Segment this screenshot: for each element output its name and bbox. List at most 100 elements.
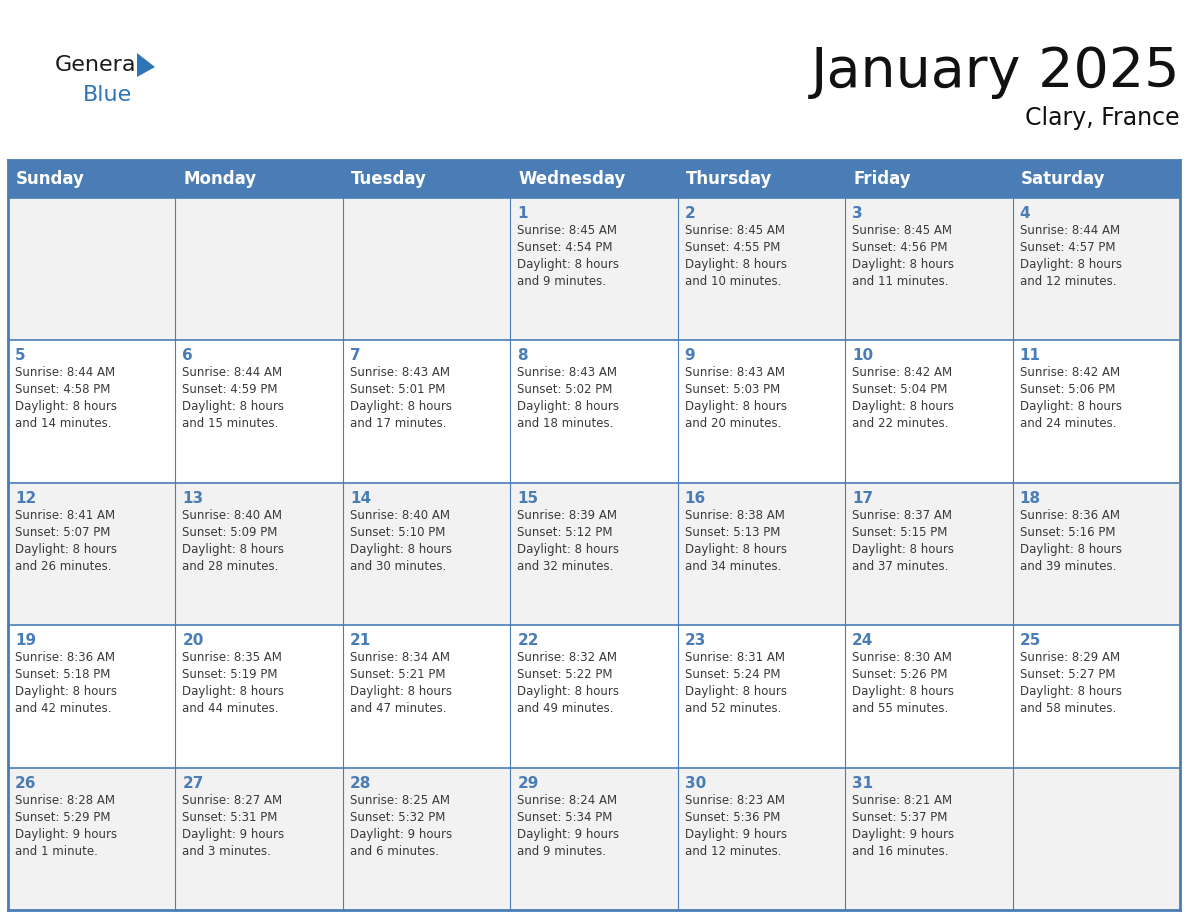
Text: 14: 14 bbox=[349, 491, 371, 506]
Text: Daylight: 8 hours: Daylight: 8 hours bbox=[517, 400, 619, 413]
Text: Sunset: 5:22 PM: Sunset: 5:22 PM bbox=[517, 668, 613, 681]
Text: and 10 minutes.: and 10 minutes. bbox=[684, 275, 781, 288]
Text: Daylight: 9 hours: Daylight: 9 hours bbox=[15, 828, 118, 841]
Text: Sunset: 5:01 PM: Sunset: 5:01 PM bbox=[349, 384, 446, 397]
Text: Sunrise: 8:37 AM: Sunrise: 8:37 AM bbox=[852, 509, 952, 521]
Text: and 16 minutes.: and 16 minutes. bbox=[852, 845, 949, 857]
Bar bbox=[176, 198, 343, 341]
Text: 21: 21 bbox=[349, 633, 371, 648]
Text: Sunset: 5:24 PM: Sunset: 5:24 PM bbox=[684, 668, 781, 681]
Text: Sunset: 5:09 PM: Sunset: 5:09 PM bbox=[183, 526, 278, 539]
Text: and 39 minutes.: and 39 minutes. bbox=[1019, 560, 1116, 573]
Text: Sunset: 5:31 PM: Sunset: 5:31 PM bbox=[183, 811, 278, 823]
Text: Monday: Monday bbox=[183, 170, 257, 188]
Text: General: General bbox=[55, 55, 143, 75]
Text: 17: 17 bbox=[852, 491, 873, 506]
Text: Sunrise: 8:38 AM: Sunrise: 8:38 AM bbox=[684, 509, 784, 521]
Text: Daylight: 8 hours: Daylight: 8 hours bbox=[1019, 543, 1121, 555]
Text: 26: 26 bbox=[15, 776, 37, 790]
Text: 6: 6 bbox=[183, 349, 194, 364]
Text: Sunrise: 8:29 AM: Sunrise: 8:29 AM bbox=[1019, 651, 1120, 665]
Text: Tuesday: Tuesday bbox=[350, 170, 426, 188]
Text: Sunrise: 8:41 AM: Sunrise: 8:41 AM bbox=[15, 509, 115, 521]
Bar bbox=[343, 341, 511, 483]
Text: 7: 7 bbox=[349, 349, 360, 364]
Text: and 9 minutes.: and 9 minutes. bbox=[517, 275, 606, 288]
Bar bbox=[176, 160, 343, 198]
Text: and 9 minutes.: and 9 minutes. bbox=[517, 845, 606, 857]
Text: and 11 minutes.: and 11 minutes. bbox=[852, 275, 949, 288]
Bar bbox=[8, 483, 176, 625]
Text: Sunset: 5:10 PM: Sunset: 5:10 PM bbox=[349, 526, 446, 539]
Bar bbox=[343, 198, 511, 341]
Text: Daylight: 8 hours: Daylight: 8 hours bbox=[1019, 400, 1121, 413]
Bar bbox=[343, 767, 511, 910]
Text: Sunset: 5:32 PM: Sunset: 5:32 PM bbox=[349, 811, 446, 823]
Text: Daylight: 8 hours: Daylight: 8 hours bbox=[349, 685, 451, 699]
Bar bbox=[511, 625, 677, 767]
Text: Daylight: 9 hours: Daylight: 9 hours bbox=[349, 828, 451, 841]
Text: Daylight: 8 hours: Daylight: 8 hours bbox=[517, 543, 619, 555]
Text: Daylight: 8 hours: Daylight: 8 hours bbox=[852, 543, 954, 555]
Text: Daylight: 8 hours: Daylight: 8 hours bbox=[517, 685, 619, 699]
Bar bbox=[845, 767, 1012, 910]
Bar bbox=[677, 625, 845, 767]
Bar bbox=[677, 767, 845, 910]
Bar bbox=[1012, 198, 1180, 341]
Text: Daylight: 8 hours: Daylight: 8 hours bbox=[852, 400, 954, 413]
Text: Sunset: 5:26 PM: Sunset: 5:26 PM bbox=[852, 668, 948, 681]
Text: and 44 minutes.: and 44 minutes. bbox=[183, 702, 279, 715]
Text: Daylight: 9 hours: Daylight: 9 hours bbox=[684, 828, 786, 841]
Text: Sunrise: 8:23 AM: Sunrise: 8:23 AM bbox=[684, 793, 785, 807]
Text: Sunrise: 8:44 AM: Sunrise: 8:44 AM bbox=[1019, 224, 1120, 237]
Text: Sunrise: 8:27 AM: Sunrise: 8:27 AM bbox=[183, 793, 283, 807]
Text: 29: 29 bbox=[517, 776, 538, 790]
Text: Friday: Friday bbox=[853, 170, 911, 188]
Text: Daylight: 8 hours: Daylight: 8 hours bbox=[1019, 685, 1121, 699]
Text: Sunset: 5:36 PM: Sunset: 5:36 PM bbox=[684, 811, 781, 823]
Text: Daylight: 8 hours: Daylight: 8 hours bbox=[1019, 258, 1121, 271]
Text: Sunrise: 8:40 AM: Sunrise: 8:40 AM bbox=[183, 509, 283, 521]
Text: Sunrise: 8:42 AM: Sunrise: 8:42 AM bbox=[1019, 366, 1120, 379]
Text: 3: 3 bbox=[852, 206, 862, 221]
Bar bbox=[677, 198, 845, 341]
Text: 11: 11 bbox=[1019, 349, 1041, 364]
Text: and 14 minutes.: and 14 minutes. bbox=[15, 418, 112, 431]
Bar bbox=[845, 483, 1012, 625]
Text: 9: 9 bbox=[684, 349, 695, 364]
Text: Sunset: 4:55 PM: Sunset: 4:55 PM bbox=[684, 241, 781, 254]
Text: Daylight: 8 hours: Daylight: 8 hours bbox=[15, 400, 116, 413]
Bar bbox=[1012, 625, 1180, 767]
Text: Sunset: 5:04 PM: Sunset: 5:04 PM bbox=[852, 384, 948, 397]
Bar bbox=[8, 160, 176, 198]
Text: Sunset: 5:02 PM: Sunset: 5:02 PM bbox=[517, 384, 613, 397]
Text: and 55 minutes.: and 55 minutes. bbox=[852, 702, 948, 715]
Text: Sunset: 5:21 PM: Sunset: 5:21 PM bbox=[349, 668, 446, 681]
Text: 10: 10 bbox=[852, 349, 873, 364]
Text: Sunday: Sunday bbox=[15, 170, 84, 188]
Bar bbox=[176, 625, 343, 767]
Text: Sunrise: 8:35 AM: Sunrise: 8:35 AM bbox=[183, 651, 283, 665]
Text: Sunset: 4:59 PM: Sunset: 4:59 PM bbox=[183, 384, 278, 397]
Text: and 12 minutes.: and 12 minutes. bbox=[1019, 275, 1116, 288]
Text: Daylight: 8 hours: Daylight: 8 hours bbox=[349, 543, 451, 555]
Text: Sunset: 4:58 PM: Sunset: 4:58 PM bbox=[15, 384, 110, 397]
Text: 4: 4 bbox=[1019, 206, 1030, 221]
Text: Wednesday: Wednesday bbox=[518, 170, 626, 188]
Text: Daylight: 8 hours: Daylight: 8 hours bbox=[183, 543, 284, 555]
Text: Sunset: 5:29 PM: Sunset: 5:29 PM bbox=[15, 811, 110, 823]
Text: 19: 19 bbox=[15, 633, 36, 648]
Text: Sunset: 5:13 PM: Sunset: 5:13 PM bbox=[684, 526, 781, 539]
Text: and 49 minutes.: and 49 minutes. bbox=[517, 702, 614, 715]
Bar bbox=[511, 160, 677, 198]
Text: and 26 minutes.: and 26 minutes. bbox=[15, 560, 112, 573]
Bar bbox=[677, 341, 845, 483]
Polygon shape bbox=[137, 53, 154, 77]
Text: Sunrise: 8:45 AM: Sunrise: 8:45 AM bbox=[517, 224, 618, 237]
Text: Sunrise: 8:28 AM: Sunrise: 8:28 AM bbox=[15, 793, 115, 807]
Bar bbox=[8, 625, 176, 767]
Bar bbox=[343, 625, 511, 767]
Text: 8: 8 bbox=[517, 349, 527, 364]
Text: and 24 minutes.: and 24 minutes. bbox=[1019, 418, 1116, 431]
Text: and 20 minutes.: and 20 minutes. bbox=[684, 418, 781, 431]
